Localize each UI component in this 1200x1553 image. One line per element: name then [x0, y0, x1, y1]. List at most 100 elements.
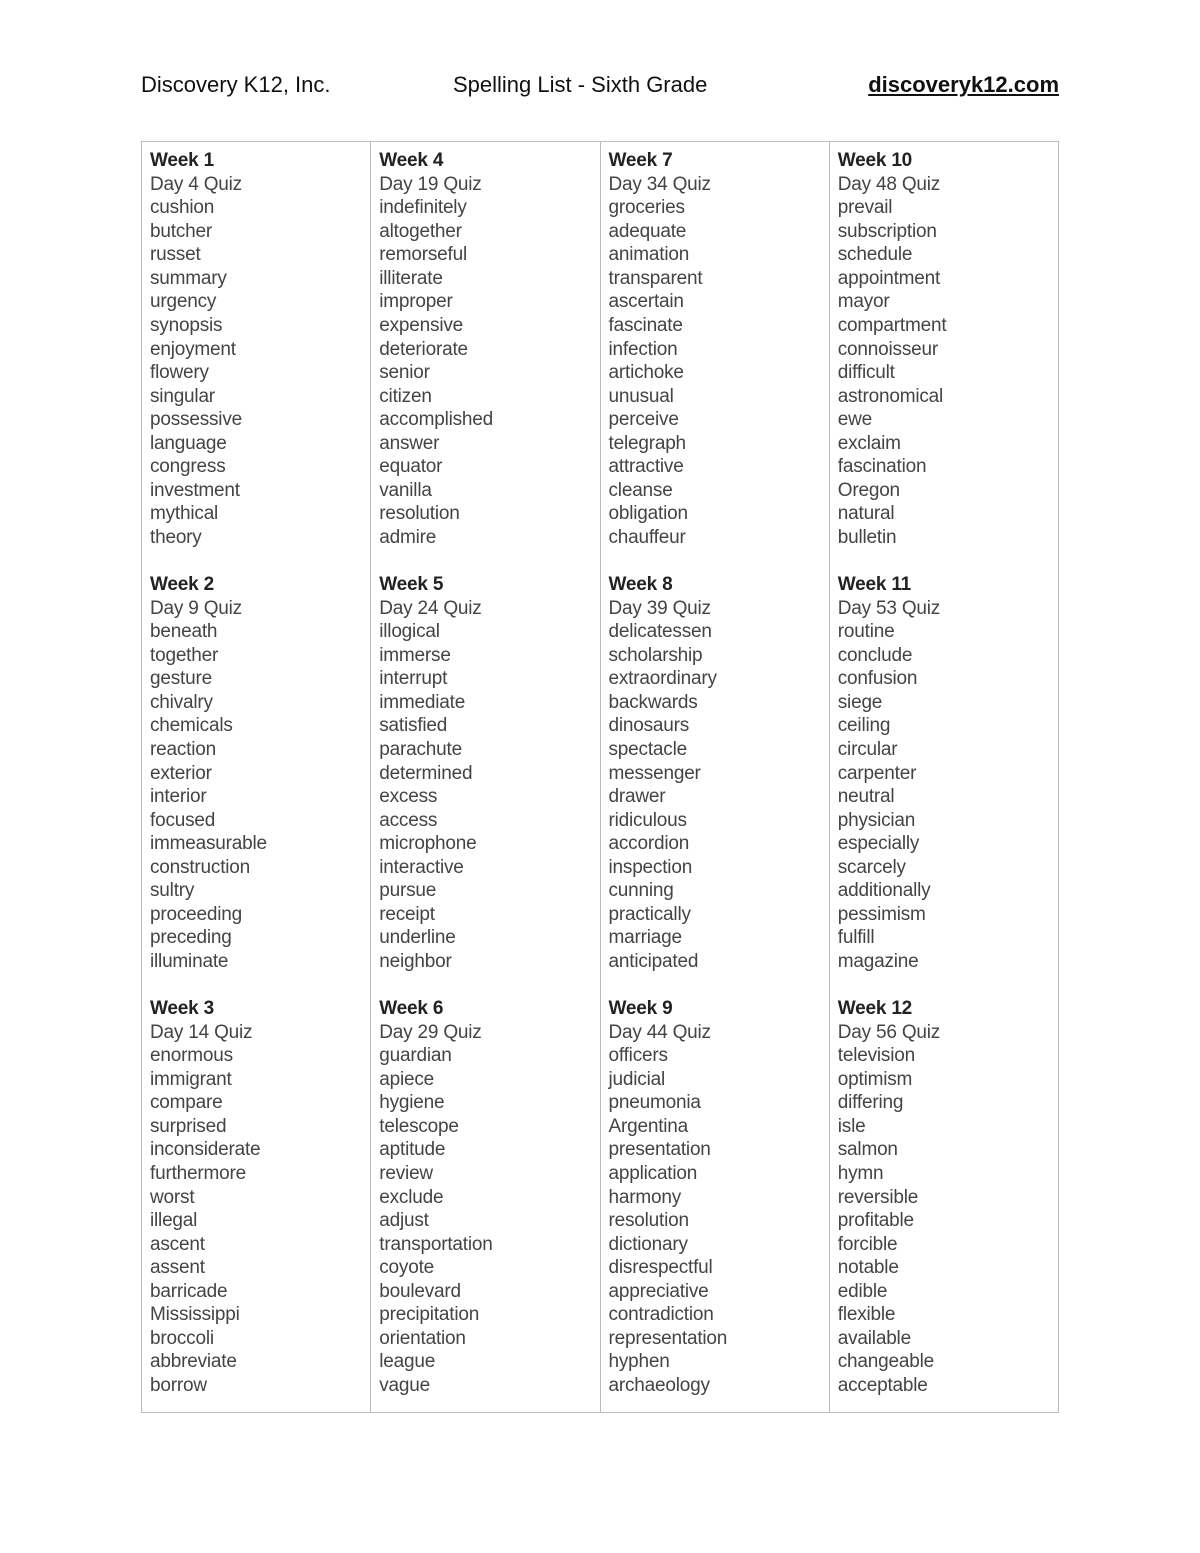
spelling-word: hyphen	[608, 1351, 670, 1373]
spelling-word: boulevard	[379, 1280, 461, 1302]
spelling-word: enormous	[150, 1045, 233, 1067]
spelling-word: illuminate	[150, 951, 229, 972]
table-column: Week 4 Day 19 Quiz indefinitely altogether r…	[371, 142, 601, 1412]
spelling-word: focused	[150, 809, 216, 831]
spelling-word: telescope	[379, 1115, 459, 1137]
spelling-word: pessimism	[837, 903, 926, 925]
spelling-word: Mississippi	[150, 1304, 240, 1326]
spelling-word: telegraph	[608, 432, 687, 454]
spelling-word: representation	[608, 1327, 728, 1349]
spelling-word: salmon	[837, 1139, 898, 1161]
spelling-word: chauffeur	[608, 527, 686, 548]
spelling-word: circular	[837, 738, 898, 760]
spelling-word: practically	[608, 903, 691, 925]
quiz-label: Day 48 Quiz	[837, 173, 941, 195]
spelling-word: barricade	[150, 1280, 228, 1302]
spelling-word: transparent	[608, 267, 703, 289]
spelling-word: synopsis	[150, 314, 223, 336]
spelling-word: singular	[150, 385, 215, 407]
spelling-table: Week 1 Day 4 Quiz cushion butcher russet summ…	[141, 141, 1059, 1413]
spelling-word: available	[837, 1327, 911, 1349]
week-group: Week 3 Day 14 Quiz enormous immigrant compar…	[150, 997, 370, 1421]
spelling-word: remorseful	[379, 244, 467, 266]
week-group: Week 11 Day 53 Quiz routine conclude confusi…	[838, 573, 1058, 997]
spelling-word: fascination	[837, 456, 927, 478]
spelling-word: drawer	[608, 786, 666, 808]
week-group: Week 12 Day 56 Quiz television optimism diff…	[838, 997, 1058, 1421]
spelling-word: abbreviate	[150, 1351, 237, 1373]
spelling-word: orientation	[379, 1327, 466, 1349]
spelling-word: profitable	[837, 1210, 914, 1232]
spelling-word: together	[150, 644, 219, 666]
spelling-word: accomplished	[379, 409, 494, 431]
quiz-label: Day 24 Quiz	[379, 597, 482, 619]
spelling-word: access	[379, 809, 438, 831]
quiz-label: Day 39 Quiz	[608, 597, 712, 619]
week-group: Week 4 Day 19 Quiz indefinitely altogether r…	[379, 149, 599, 573]
spelling-word: scarcely	[837, 856, 906, 878]
spelling-word: ascent	[150, 1233, 205, 1255]
spelling-word: surprised	[150, 1115, 227, 1137]
spelling-word: microphone	[379, 833, 477, 855]
spelling-word: interior	[150, 786, 207, 808]
spelling-word: language	[150, 432, 227, 454]
spelling-word: obligation	[608, 503, 689, 525]
spelling-word: notable	[837, 1257, 899, 1279]
spelling-word: congress	[150, 456, 226, 478]
spelling-word: anticipated	[608, 951, 699, 972]
spelling-word: vanilla	[379, 479, 432, 501]
spelling-word: inspection	[608, 856, 693, 878]
spelling-word: subscription	[837, 220, 937, 242]
spelling-word: ewe	[837, 409, 873, 431]
spelling-word: preceding	[150, 927, 232, 949]
spelling-word: excess	[379, 786, 438, 808]
spelling-word: urgency	[150, 291, 217, 313]
spelling-word: optimism	[837, 1068, 913, 1090]
spelling-word: additionally	[837, 880, 931, 902]
spelling-word: immigrant	[150, 1068, 232, 1090]
spelling-word: equator	[379, 456, 443, 478]
spelling-word: edible	[837, 1280, 888, 1302]
spelling-word: siege	[837, 691, 883, 713]
week-heading: Week 2	[150, 574, 214, 595]
spelling-word: interrupt	[379, 668, 448, 690]
spelling-word: application	[608, 1162, 698, 1184]
spelling-word: physician	[837, 809, 916, 831]
spelling-word: ceiling	[837, 715, 891, 737]
spelling-word: resolution	[379, 503, 460, 525]
spelling-word: expensive	[379, 314, 464, 336]
spelling-word: underline	[379, 927, 456, 949]
quiz-label: Day 34 Quiz	[608, 173, 712, 195]
week-group: Week 9 Day 44 Quiz officers judicial pneumon…	[609, 997, 829, 1421]
spelling-word: appreciative	[608, 1280, 709, 1302]
spelling-word: archaeology	[608, 1375, 711, 1396]
spelling-word: pursue	[379, 880, 437, 902]
spelling-word: ridiculous	[608, 809, 687, 831]
website-link[interactable]: discoveryk12.com	[868, 72, 1059, 97]
spelling-word: coyote	[379, 1257, 435, 1279]
spelling-word: flowery	[150, 362, 209, 384]
quiz-label: Day 53 Quiz	[837, 597, 941, 619]
spelling-word: transportation	[379, 1233, 493, 1255]
spelling-word: mythical	[150, 503, 219, 525]
spelling-word: deteriorate	[379, 338, 468, 360]
spelling-word: natural	[837, 503, 895, 525]
spelling-word: flexible	[837, 1304, 896, 1326]
quiz-label: Day 29 Quiz	[379, 1021, 482, 1043]
spelling-word: compartment	[837, 314, 947, 336]
spelling-word: vague	[379, 1375, 431, 1396]
spelling-word: animation	[608, 244, 690, 266]
spelling-word: artichoke	[608, 362, 684, 384]
week-group: Week 6 Day 29 Quiz guardian apiece hygiene te…	[379, 997, 599, 1421]
spelling-word: differing	[837, 1092, 904, 1114]
spelling-word: enjoyment	[150, 338, 236, 360]
quiz-label: Day 56 Quiz	[837, 1021, 941, 1043]
spelling-word: television	[837, 1045, 915, 1067]
spelling-word: attractive	[608, 456, 684, 478]
spelling-word: cushion	[150, 197, 215, 219]
spelling-word: astronomical	[837, 385, 944, 407]
spelling-word: theory	[150, 527, 202, 548]
spelling-word: cleanse	[608, 479, 673, 501]
spelling-word: butcher	[150, 220, 212, 242]
spelling-word: illogical	[379, 621, 440, 643]
